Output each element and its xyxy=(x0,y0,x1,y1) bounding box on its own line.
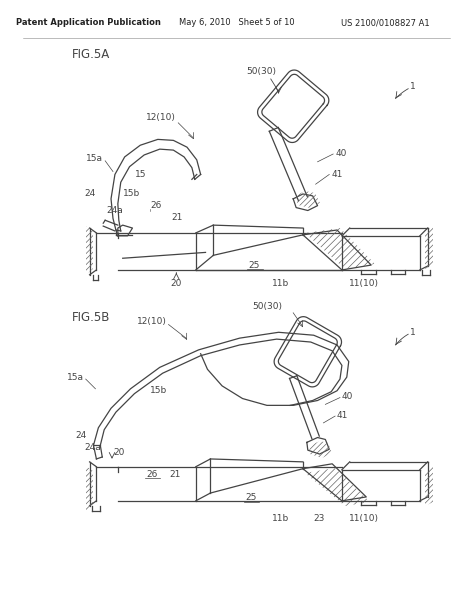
Text: 11(10): 11(10) xyxy=(349,513,379,522)
Text: 41: 41 xyxy=(331,170,343,179)
Text: 24: 24 xyxy=(75,431,87,440)
Text: 11b: 11b xyxy=(272,279,289,288)
Text: 23: 23 xyxy=(314,513,325,522)
Text: 11b: 11b xyxy=(272,513,289,522)
Text: 21: 21 xyxy=(170,470,181,479)
Text: FIG.5B: FIG.5B xyxy=(72,311,110,324)
Text: 21: 21 xyxy=(172,213,183,222)
Text: 26: 26 xyxy=(150,201,161,210)
Text: 15b: 15b xyxy=(150,386,167,395)
Text: 26: 26 xyxy=(146,470,158,479)
Text: 40: 40 xyxy=(335,148,346,158)
Text: 25: 25 xyxy=(248,260,260,269)
Text: 11(10): 11(10) xyxy=(349,279,379,288)
Text: 24: 24 xyxy=(84,189,95,199)
Text: 50(30): 50(30) xyxy=(246,67,276,76)
Text: 40: 40 xyxy=(342,392,353,401)
Text: 50(30): 50(30) xyxy=(252,302,282,311)
Text: 24a: 24a xyxy=(106,206,123,215)
Text: 15b: 15b xyxy=(123,189,140,199)
Text: May 6, 2010   Sheet 5 of 10: May 6, 2010 Sheet 5 of 10 xyxy=(179,18,294,27)
Text: 25: 25 xyxy=(246,494,257,502)
Text: 12(10): 12(10) xyxy=(137,317,166,326)
Text: Patent Application Publication: Patent Application Publication xyxy=(16,18,161,27)
Text: 1: 1 xyxy=(410,327,416,337)
Text: 1: 1 xyxy=(410,82,416,91)
Text: 20: 20 xyxy=(171,279,182,288)
Text: 15a: 15a xyxy=(67,373,84,382)
Text: 24a: 24a xyxy=(84,443,101,452)
Text: 15: 15 xyxy=(136,170,147,179)
Text: 12(10): 12(10) xyxy=(146,114,176,122)
Text: US 2100/0108827 A1: US 2100/0108827 A1 xyxy=(341,18,430,27)
Text: 41: 41 xyxy=(337,411,348,420)
Text: 20: 20 xyxy=(113,448,124,456)
Text: 15a: 15a xyxy=(86,155,103,163)
Text: FIG.5A: FIG.5A xyxy=(72,48,110,61)
